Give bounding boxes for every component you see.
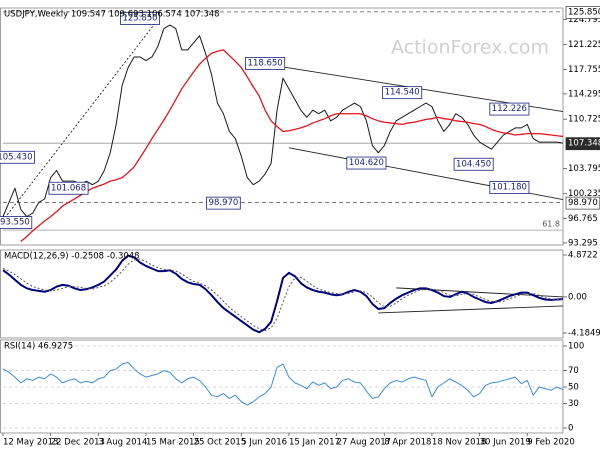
y-tick-label: 70 [568,366,579,376]
level-label: 107.348 [568,139,600,149]
watermark: ActionForex.com [391,37,549,59]
y-tick-label: 124.795 [568,15,600,25]
series-line [2,254,563,334]
y-tick-label: 121.225 [568,40,600,50]
x-tick-label: 15 Jan 2017 [289,438,340,448]
price-annotation: 118.650 [248,58,283,68]
panel-frame [0,339,564,434]
y-tick-label: 30 [568,399,579,409]
price-annotation-box [0,150,35,164]
plot-area: ActionForex.com 61.8 [2,11,563,242]
price-annotation-box [0,216,33,229]
price-annotation-box [48,181,89,195]
y-tick-label: 0 [568,423,573,433]
y-tick-label: 117.755 [568,65,600,75]
trend-line [4,11,165,219]
panel-title: RSI(14) 46.9275 [4,342,73,352]
panel-title: USDJPY,Weekly 109.547 109.693 106.574 10… [4,10,220,20]
y-tick-label: 100 [568,341,584,351]
price-annotation: 104.450 [456,159,491,169]
level-label: 98.970 [568,198,598,208]
axis-area: 93.295 96.765 100.235 103.795 110.725 114.295… [0,6,600,248]
plot-area [2,345,563,429]
x-tick-label: 9 Feb 2020 [527,438,575,448]
x-tick-label: 27 Aug 2017 [337,438,391,448]
y-tick-label: 93.295 [568,238,598,248]
series-line [20,49,563,242]
price-annotation: 104.620 [349,158,384,168]
price-annotation-box [206,196,241,210]
series-line [2,24,563,218]
price-annotation-box [489,102,530,116]
level-label-box [565,137,600,151]
x-tick-label: 22 Dec 2013 [51,438,105,448]
x-tick-label: 30 Jun 2019 [480,438,531,448]
price-annotation: 98.970 [209,198,239,208]
price-annotation-box [489,181,530,194]
y-tick-label: -4.1849 [568,328,600,338]
x-tick-label: 12 May 2013 [3,438,58,448]
y-tick-label: 103.795 [568,164,600,174]
axis-area: -4.1849 0.00 4.8722 MACD(12,26,9) -0.2508 -… [4,250,600,338]
series-line [2,258,563,332]
price-annotation: 125.850 [122,13,157,23]
fib-label: 61.8 [542,220,560,229]
price-annotation: 114.540 [385,88,420,98]
x-tick-label: 3 Aug 2014 [98,438,147,448]
level-label-box [565,6,600,19]
level-label: 125.850 [568,7,600,17]
y-tick-label: 96.765 [568,214,598,224]
price-annotation: 101.068 [51,183,86,193]
x-tick-label: 18 Nov 2018 [432,438,486,448]
price-annotation: 112.226 [492,104,527,114]
x-tick-label: 8 Apr 2018 [384,438,431,448]
y-tick-label: 100.235 [568,189,600,199]
x-tick-label: 5 Jun 2016 [241,438,287,448]
price-annotation-box [453,157,494,171]
y-tick-label: 0.00 [568,292,587,302]
price-annotation-box [245,57,286,70]
y-tick-label: 110.725 [568,115,600,125]
price-annotation: 93.550 [0,218,30,228]
price-annotation-box [346,156,387,170]
panel-frame [0,7,564,246]
plot-area [2,254,563,334]
y-tick-label: 4.8722 [568,250,598,260]
x-tick-label: 15 Mar 2015 [146,438,200,448]
panel-frame [0,249,564,339]
x-tick-label: 25 Oct 2015 [194,438,247,448]
price-annotation-box [382,86,423,100]
price-annotation-box [120,12,160,25]
price-annotation: 101.180 [492,182,527,192]
trend-line [378,305,563,314]
y-tick-label: 114.295 [568,89,600,99]
y-tick-label: 50 [568,382,579,392]
series-line [2,361,563,406]
panel-title: MACD(12,26,9) -0.2508 -0.3048 [4,252,140,262]
price-annotation: 105.430 [0,152,32,162]
